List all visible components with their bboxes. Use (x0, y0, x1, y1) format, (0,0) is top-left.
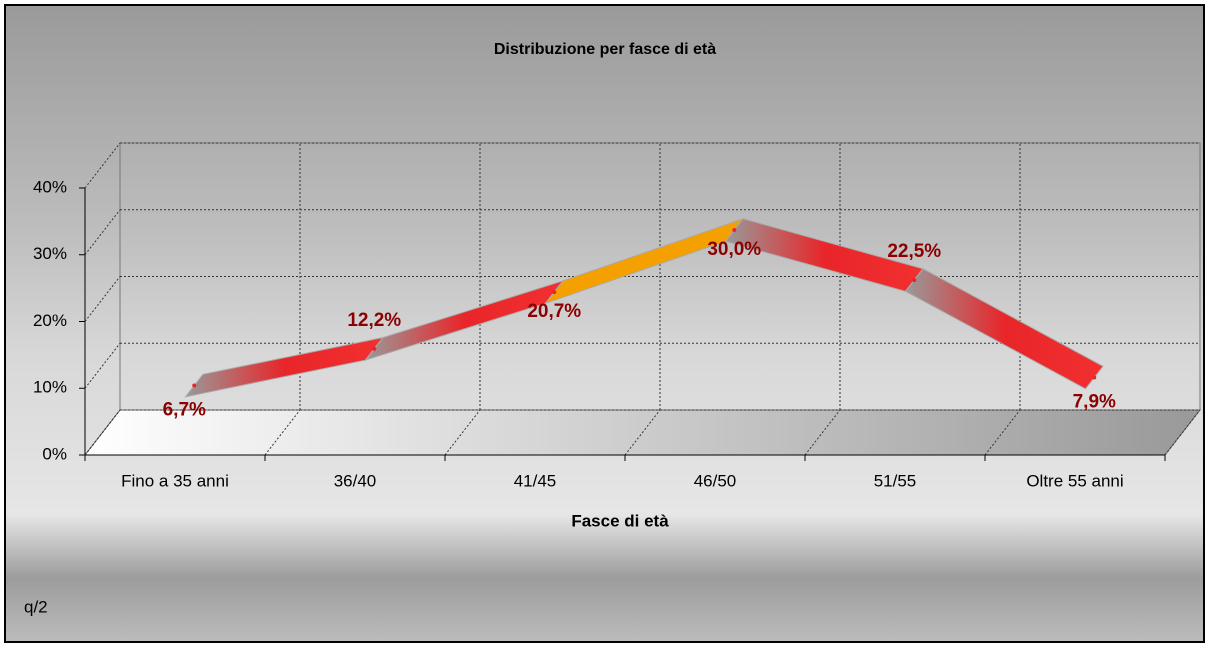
data-label: 22,5% (887, 241, 941, 262)
y-tick-label: 40% (33, 177, 67, 196)
x-tick-label: 41/45 (514, 471, 557, 490)
annotation: q/2 (24, 597, 48, 616)
y-tick-label: 10% (33, 378, 67, 397)
data-point (912, 278, 916, 282)
x-tick-label: Oltre 55 anni (1026, 471, 1123, 490)
data-point (372, 347, 376, 351)
x-axis-title: Fasce di età (571, 511, 669, 530)
data-point (1092, 376, 1096, 380)
data-point (552, 290, 556, 294)
y-tick-label: 30% (33, 244, 67, 263)
data-point (732, 228, 736, 232)
x-tick-label: Fino a 35 anni (121, 471, 229, 490)
chart: Distribuzione per fasce di età Fasce di … (0, 0, 1210, 648)
chart-title: Distribuzione per fasce di età (494, 41, 716, 58)
data-label: 30,0% (707, 239, 761, 260)
x-tick-label: 36/40 (334, 471, 377, 490)
y-tick-label: 20% (33, 311, 67, 330)
data-point (192, 384, 196, 388)
x-tick-label: 51/55 (874, 471, 917, 490)
y-tick-label: 0% (42, 444, 67, 463)
data-label: 20,7% (527, 301, 581, 322)
data-label: 7,9% (1073, 392, 1116, 413)
data-label: 12,2% (347, 310, 401, 331)
x-tick-label: 46/50 (694, 471, 737, 490)
data-label: 6,7% (163, 400, 206, 421)
